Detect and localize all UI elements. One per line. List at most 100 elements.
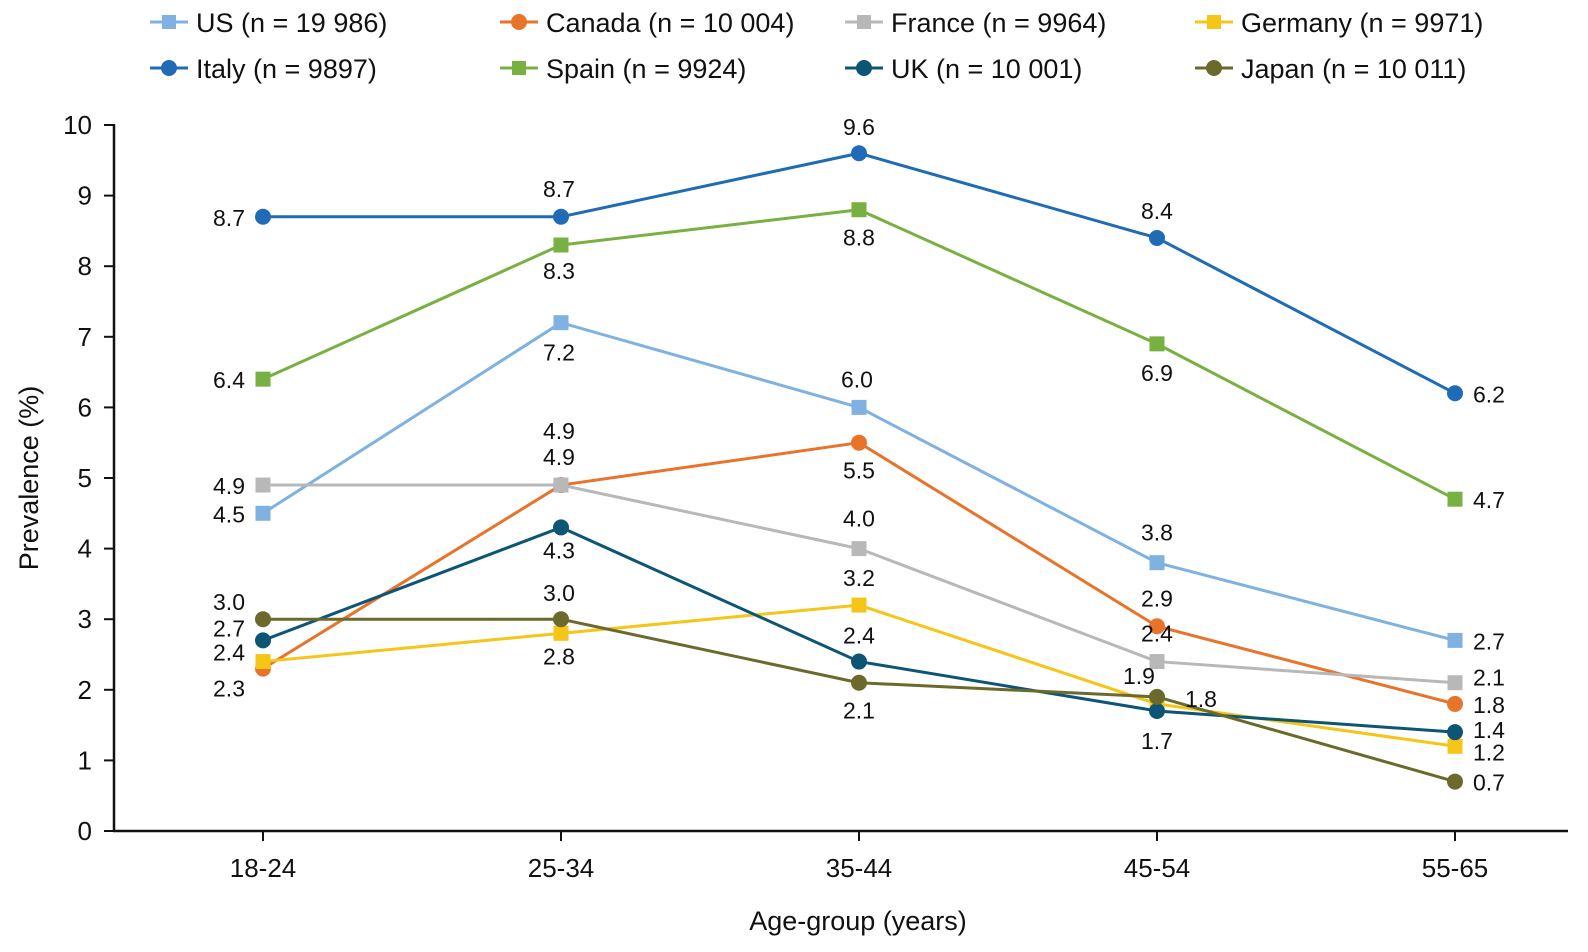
data-point: [255, 477, 271, 493]
x-tick-label: 25-34: [528, 853, 595, 883]
data-label: 3.8: [1141, 520, 1173, 546]
data-label: 8.4: [1141, 198, 1173, 224]
y-tick-label: 1: [78, 745, 92, 775]
legend-item-uk: UK (n = 10 001): [845, 54, 1082, 84]
data-point: [1447, 773, 1463, 790]
data-label: 2.4: [843, 623, 875, 649]
legend-label: US (n = 19 986): [196, 8, 387, 38]
data-point: [851, 541, 867, 557]
legend-label: Italy (n = 9897): [196, 54, 377, 84]
legend-label: Japan (n = 10 011): [1241, 54, 1466, 84]
series-us: [255, 315, 1463, 648]
data-label: 9.6: [843, 114, 875, 140]
series-spain: [255, 202, 1463, 507]
data-point: [1447, 491, 1463, 507]
series-group: [255, 145, 1463, 790]
data-label: 2.9: [1141, 585, 1173, 611]
data-label: 8.3: [543, 258, 575, 284]
y-tick-label: 0: [78, 816, 92, 846]
data-label: 2.4: [1141, 621, 1173, 647]
series-line: [263, 151, 1456, 395]
data-label: 8.8: [843, 225, 875, 251]
data-point: [255, 611, 271, 628]
data-point: [553, 611, 569, 628]
data-label: 2.1: [843, 698, 875, 724]
y-tick-label: 2: [78, 675, 92, 705]
data-label: 4.5: [213, 501, 245, 527]
y-axis-title: Prevalence (%): [14, 386, 44, 571]
data-point: [851, 597, 867, 613]
series-japan: [255, 611, 1463, 790]
data-label: 6.4: [213, 367, 245, 393]
data-point: [851, 399, 867, 415]
data-label: 8.7: [543, 176, 575, 202]
x-tick-label: 55-65: [1422, 853, 1489, 883]
data-point: [553, 519, 569, 536]
data-label: 3.0: [543, 580, 575, 606]
legend-marker: [1206, 60, 1222, 76]
data-point: [851, 202, 867, 218]
y-tick-label: 3: [78, 604, 92, 634]
legend-marker: [511, 14, 527, 30]
data-point: [851, 674, 867, 691]
data-label: 1.9: [1123, 663, 1155, 689]
legend-label: France (n = 9964): [891, 8, 1106, 38]
data-label: 8.7: [213, 205, 245, 231]
data-label: 5.5: [843, 458, 875, 484]
legend-item-france: France (n = 9964): [845, 8, 1106, 38]
data-point: [553, 208, 569, 225]
data-label: 2.7: [1473, 628, 1505, 654]
data-point: [851, 145, 867, 162]
data-label: 3.2: [843, 565, 875, 591]
legend-marker: [857, 15, 871, 29]
series-france: [255, 477, 1463, 691]
axes: 0 1 2 3 4 5 6 7 8 9 10 18-24 25-34 35-44 45-54 55-65 A…: [14, 110, 1568, 936]
series-line: [262, 208, 1456, 501]
legend-item-italy: Italy (n = 9897): [150, 54, 377, 84]
legend-marker: [512, 61, 526, 75]
y-tick-label: 6: [78, 392, 92, 422]
data-point: [255, 505, 271, 521]
data-label: 1.8: [1185, 686, 1217, 712]
y-tick-label: 4: [78, 534, 92, 564]
legend-label: Canada (n = 10 004): [546, 8, 794, 38]
data-label: 2.1: [1473, 665, 1505, 691]
data-point: [1447, 695, 1463, 712]
series-uk: [255, 519, 1463, 741]
data-point: [1149, 618, 1165, 635]
legend-item-us: US (n = 19 986): [150, 8, 387, 38]
legend-marker: [161, 60, 177, 76]
legend: US (n = 19 986) Canada (n = 10 004) France…: [150, 8, 1483, 84]
data-label: 1.8: [1473, 692, 1505, 718]
data-point: [553, 625, 569, 641]
data-label: 6.0: [841, 366, 873, 392]
data-point: [1149, 336, 1165, 352]
data-point: [851, 434, 867, 451]
data-label: 3.0: [213, 589, 245, 615]
data-label: 2.4: [213, 640, 245, 666]
data-point: [1149, 702, 1165, 719]
data-point: [1447, 675, 1463, 691]
data-point: [255, 632, 271, 649]
y-tick-label: 9: [78, 181, 92, 211]
legend-marker: [856, 60, 872, 76]
data-point: [255, 654, 271, 670]
data-point: [1149, 654, 1165, 670]
data-point: [1447, 724, 1463, 741]
data-point: [851, 653, 867, 670]
data-label: 4.7: [1473, 487, 1505, 513]
y-tick-label: 7: [78, 322, 92, 352]
data-point: [1447, 385, 1463, 402]
data-point: [1447, 738, 1463, 754]
x-tick-label: 45-54: [1124, 853, 1191, 883]
legend-item-japan: Japan (n = 10 011): [1195, 54, 1466, 84]
legend-item-spain: Spain (n = 9924): [500, 54, 746, 84]
data-label: 0.7: [1473, 770, 1505, 796]
data-label: 6.9: [1141, 360, 1173, 386]
data-label: 2.7: [213, 615, 245, 641]
data-labels: 4.57.26.03.82.72.34.95.52.91.84.94.94.02…: [213, 114, 1505, 795]
legend-item-canada: Canada (n = 10 004): [500, 8, 794, 38]
data-point: [255, 371, 271, 387]
data-point: [1447, 632, 1463, 648]
